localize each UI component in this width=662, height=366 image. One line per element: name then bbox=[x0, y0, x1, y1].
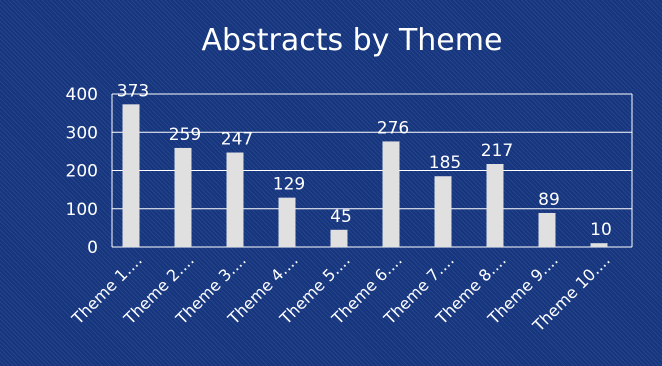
data-label: 217 bbox=[481, 141, 513, 161]
x-axis-categories: Theme 1....Theme 2....Theme 3....Theme 4… bbox=[67, 250, 613, 336]
bar bbox=[382, 141, 400, 247]
y-tick-label: 400 bbox=[66, 85, 98, 105]
data-labels: 373 259 247 129 45 276 185 217 89 10 bbox=[117, 81, 612, 240]
y-axis-ticks: 0 100 200 300 400 bbox=[66, 85, 98, 258]
bar bbox=[486, 163, 504, 247]
y-tick-label: 100 bbox=[66, 200, 98, 220]
bar bbox=[226, 152, 244, 247]
data-label: 276 bbox=[377, 118, 409, 138]
data-label: 45 bbox=[330, 207, 352, 227]
data-label: 10 bbox=[590, 220, 612, 240]
bar bbox=[434, 176, 452, 247]
data-label: 247 bbox=[221, 130, 253, 150]
data-label: 373 bbox=[117, 81, 149, 101]
y-tick-label: 200 bbox=[66, 162, 98, 182]
data-label: 185 bbox=[429, 153, 461, 173]
bar bbox=[278, 197, 296, 247]
data-label: 89 bbox=[538, 190, 560, 210]
data-label: 259 bbox=[169, 125, 201, 145]
chart-title: Abstracts by Theme bbox=[202, 23, 503, 58]
bars bbox=[122, 104, 608, 247]
bar bbox=[330, 229, 348, 247]
bar bbox=[174, 147, 192, 247]
data-label: 129 bbox=[273, 175, 305, 195]
bar bbox=[538, 212, 556, 247]
bar bbox=[122, 104, 140, 247]
bar bbox=[590, 243, 608, 247]
y-tick-label: 0 bbox=[87, 238, 98, 258]
y-tick-label: 300 bbox=[66, 123, 98, 143]
